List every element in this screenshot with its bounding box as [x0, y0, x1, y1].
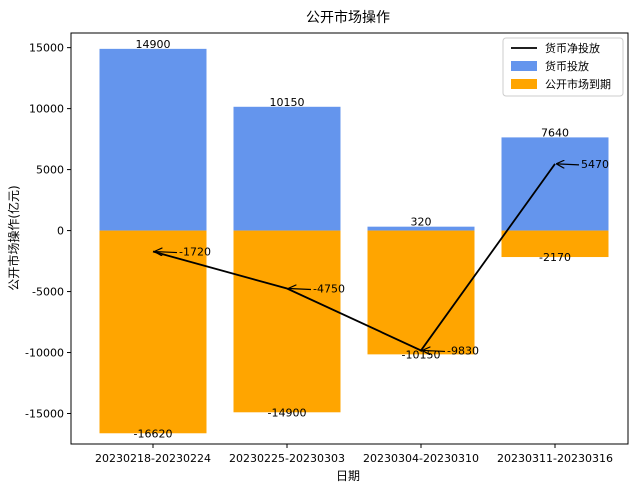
x-tick-label: 20230218-20230224 [95, 452, 211, 465]
bar-injection-2 [367, 226, 475, 231]
bar-value-label: -2170 [539, 251, 571, 264]
x-axis-label: 日期 [336, 469, 360, 483]
net-value-annotation: -1720 [179, 246, 211, 259]
y-tick-label: -10000 [25, 347, 64, 360]
x-tick-label: 20230304-20230310 [363, 452, 479, 465]
bar-value-label: 7640 [541, 126, 569, 139]
bar-maturity-2 [367, 230, 475, 355]
y-tick-label: 15000 [29, 42, 64, 55]
bar-injection-0 [99, 48, 207, 231]
bar-value-label: 14900 [136, 38, 171, 51]
legend-bar-swatch [511, 61, 537, 71]
net-value-annotation: -4750 [313, 283, 345, 296]
bar-value-label: 10150 [270, 96, 305, 109]
net-value-annotation: -9830 [447, 344, 479, 357]
y-tick-label: 10000 [29, 103, 64, 116]
y-axis-label: 公开市场操作(亿元) [6, 185, 21, 290]
bar-injection-1 [233, 106, 341, 231]
legend-bar-swatch [511, 79, 537, 89]
bar-value-label: 320 [411, 216, 432, 229]
y-tick-label: 5000 [36, 164, 64, 177]
bar-maturity-1 [233, 230, 341, 413]
y-tick-label: 0 [57, 225, 64, 238]
legend-label: 货币净投放 [545, 41, 600, 55]
bar-value-label: -14900 [268, 406, 307, 419]
x-tick-label: 20230225-20230303 [229, 452, 345, 465]
net-value-annotation: 5470 [581, 158, 609, 171]
bar-maturity-3 [501, 230, 609, 258]
bar-maturity-0 [99, 230, 207, 434]
annotation-arrow [289, 289, 312, 290]
bar-value-label: -16620 [134, 427, 173, 440]
y-tick-label: -5000 [32, 286, 64, 299]
legend-label: 货币投放 [545, 59, 589, 73]
net-injection-line [152, 163, 556, 352]
annotation-arrow [557, 164, 580, 165]
plot-frame [70, 32, 629, 445]
chart-title: 公开市场操作 [306, 9, 390, 26]
x-tick-label: 20230311-20230316 [497, 452, 613, 465]
annotation-arrow [155, 252, 178, 253]
annotation-arrow [423, 350, 446, 351]
legend-label: 公开市场到期 [545, 77, 611, 91]
y-tick-label: -15000 [25, 408, 64, 421]
